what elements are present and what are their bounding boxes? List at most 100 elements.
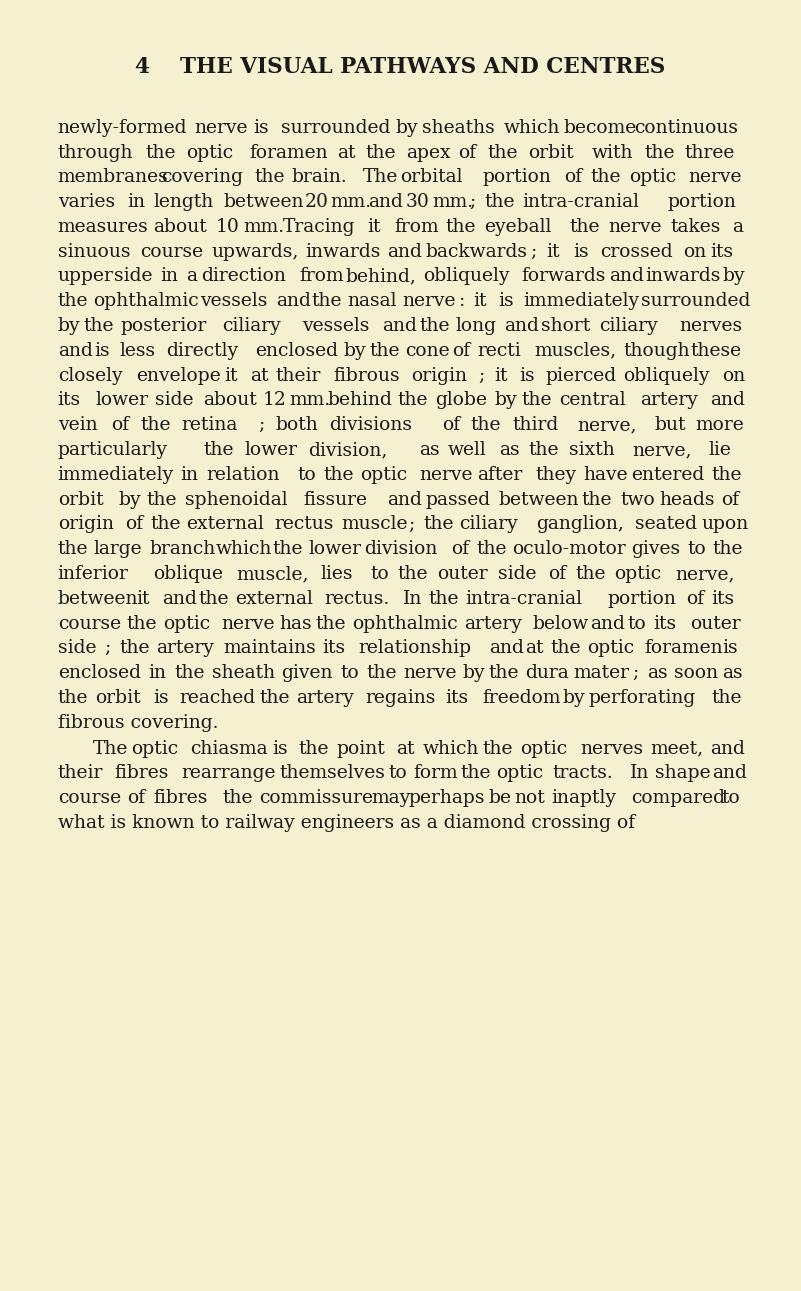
Text: envelope: envelope: [136, 367, 220, 385]
Text: have: have: [584, 466, 628, 484]
Text: optic: optic: [614, 565, 662, 584]
Text: muscles,: muscles,: [535, 342, 617, 360]
Text: is: is: [574, 243, 589, 261]
Text: the: the: [569, 218, 600, 236]
Text: of: of: [459, 143, 477, 161]
Text: ciliary: ciliary: [459, 515, 517, 533]
Text: in: in: [148, 664, 167, 682]
Text: The: The: [93, 740, 128, 758]
Text: by: by: [344, 342, 366, 360]
Text: the: the: [366, 143, 396, 161]
Text: the: the: [521, 391, 552, 409]
Text: to: to: [340, 664, 359, 682]
Text: posterior: posterior: [121, 318, 207, 336]
Text: the: the: [272, 540, 303, 558]
Text: nerve: nerve: [689, 168, 742, 186]
Text: its: its: [58, 391, 81, 409]
Text: oculo-motor: oculo-motor: [513, 540, 626, 558]
Text: immediately: immediately: [58, 466, 174, 484]
Text: nerve: nerve: [404, 664, 457, 682]
Text: upon: upon: [702, 515, 749, 533]
Text: their: their: [276, 367, 321, 385]
Text: sheath: sheath: [212, 664, 275, 682]
Text: external: external: [235, 590, 313, 608]
Text: inwards: inwards: [305, 243, 380, 261]
Text: from: from: [395, 218, 440, 236]
Text: surrounded: surrounded: [641, 292, 751, 310]
Text: optic: optic: [629, 168, 676, 186]
Text: is: is: [723, 639, 738, 657]
Text: form: form: [414, 764, 458, 782]
Text: of: of: [686, 590, 704, 608]
Text: to: to: [370, 565, 389, 584]
Text: as: as: [647, 664, 668, 682]
Text: its: its: [322, 639, 345, 657]
Text: artery: artery: [296, 689, 354, 707]
Text: what is known to railway engineers as a diamond crossing of: what is known to railway engineers as a …: [58, 815, 635, 833]
Text: branch: branch: [150, 540, 215, 558]
Text: sixth: sixth: [569, 442, 614, 460]
Text: orbit: orbit: [95, 689, 140, 707]
Text: of: of: [111, 416, 129, 434]
Text: outer: outer: [690, 615, 741, 633]
Text: the: the: [324, 466, 354, 484]
Text: ;: ;: [479, 367, 485, 385]
Text: sinuous: sinuous: [58, 243, 131, 261]
Text: the: the: [151, 515, 181, 533]
Text: chiasma: chiasma: [191, 740, 268, 758]
Text: nerve: nerve: [194, 119, 248, 137]
Text: optic: optic: [163, 615, 210, 633]
Text: the: the: [58, 292, 88, 310]
Text: of: of: [721, 491, 739, 509]
Text: vessels: vessels: [302, 318, 369, 336]
Text: by: by: [462, 664, 485, 682]
Text: through: through: [58, 143, 133, 161]
Text: lies: lies: [320, 565, 353, 584]
Text: the: the: [489, 664, 519, 682]
Text: the: the: [576, 565, 606, 584]
Text: has: has: [279, 615, 312, 633]
Text: to: to: [627, 615, 646, 633]
Text: the: the: [591, 168, 622, 186]
Text: given: given: [281, 664, 333, 682]
Text: orbit: orbit: [58, 491, 103, 509]
Text: a: a: [732, 218, 743, 236]
Text: to: to: [722, 789, 741, 807]
Text: recti: recti: [477, 342, 521, 360]
Text: nerve: nerve: [221, 615, 275, 633]
Text: the: the: [551, 639, 582, 657]
Text: of: of: [127, 789, 145, 807]
Text: nerve,: nerve,: [633, 442, 692, 460]
Text: ;: ;: [530, 243, 537, 261]
Text: external: external: [186, 515, 264, 533]
Text: nerve: nerve: [403, 292, 457, 310]
Text: lower: lower: [95, 391, 148, 409]
Text: is: is: [520, 367, 535, 385]
Text: by: by: [723, 267, 745, 285]
Text: the: the: [398, 565, 429, 584]
Text: the: the: [145, 143, 175, 161]
Text: passed: passed: [425, 491, 491, 509]
Text: side: side: [498, 565, 537, 584]
Text: with: with: [592, 143, 634, 161]
Text: third: third: [512, 416, 558, 434]
Text: intra-cranial: intra-cranial: [465, 590, 582, 608]
Text: heads: heads: [659, 491, 715, 509]
Text: both: both: [276, 416, 319, 434]
Text: mater: mater: [574, 664, 630, 682]
Text: intra-cranial: intra-cranial: [522, 194, 639, 212]
Text: be: be: [488, 789, 511, 807]
Text: inaptly: inaptly: [551, 789, 617, 807]
Text: to: to: [388, 764, 407, 782]
Text: lie: lie: [708, 442, 731, 460]
Text: the: the: [147, 491, 177, 509]
Text: optic: optic: [587, 639, 634, 657]
Text: its: its: [711, 590, 735, 608]
Text: sphenoidal: sphenoidal: [185, 491, 288, 509]
Text: and: and: [610, 267, 644, 285]
Text: side: side: [115, 267, 153, 285]
Text: the: the: [254, 168, 284, 186]
Text: side: side: [58, 639, 96, 657]
Text: The: The: [363, 168, 398, 186]
Text: between: between: [223, 194, 304, 212]
